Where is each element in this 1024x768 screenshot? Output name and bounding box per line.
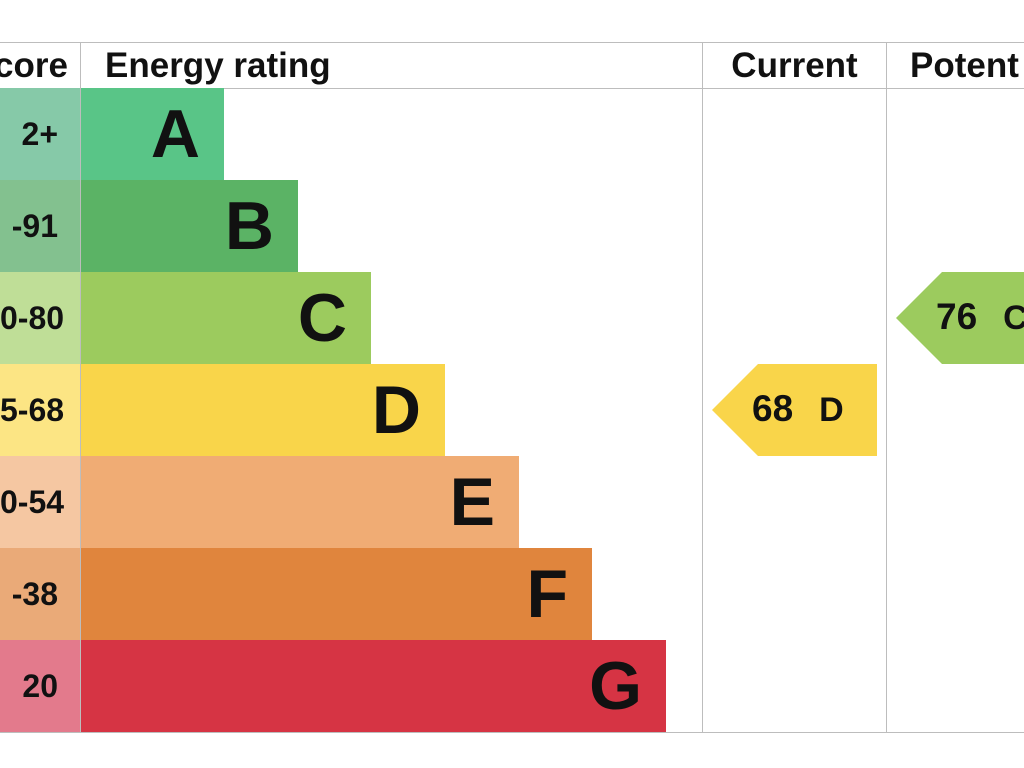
score-column-divider — [80, 42, 81, 733]
band-letter-f: F — [526, 556, 568, 632]
score-label: 2+ — [21, 116, 58, 152]
band-letter-g: G — [589, 648, 642, 724]
header-energy-rating: Energy rating — [105, 46, 331, 85]
header-current: Current — [731, 46, 858, 85]
score-label: 0-54 — [0, 484, 65, 520]
header-potential: Potent — [910, 46, 1019, 85]
potential-rating-value: 76 — [936, 296, 978, 337]
score-cell-c: 0-80 — [0, 272, 80, 364]
band-letter-d: D — [371, 372, 421, 448]
band-letter-c: C — [297, 280, 347, 356]
band-d: D — [81, 364, 445, 456]
band-a: A — [81, 88, 224, 180]
band-letter-b: B — [224, 188, 274, 264]
header-bottom-border — [0, 88, 1024, 89]
score-cell-a: 2+ — [0, 88, 80, 180]
band-g: G — [81, 640, 666, 732]
table-bottom-border — [0, 732, 1024, 733]
score-cell-g: 20 — [0, 640, 80, 732]
current-rating-label: 68 D — [752, 364, 844, 456]
current-rating-letter: D — [819, 391, 844, 429]
band-f: F — [81, 548, 592, 640]
band-c: C — [81, 272, 371, 364]
table-top-border — [0, 42, 1024, 43]
potential-rating-arrow: 76 C — [896, 272, 1024, 364]
potential-rating-letter: C — [1003, 299, 1024, 337]
band-letter-e: E — [449, 464, 495, 540]
potential-rating-label: 76 C — [936, 272, 1024, 364]
current-rating-arrow: 68 D — [712, 364, 877, 456]
current-rating-value: 68 — [752, 388, 794, 429]
score-label: 0-80 — [0, 300, 65, 336]
band-e: E — [81, 456, 519, 548]
score-cell-b: -91 — [0, 180, 80, 272]
score-cell-d: 5-68 — [0, 364, 80, 456]
score-label: 20 — [22, 668, 58, 704]
score-cell-f: -38 — [0, 548, 80, 640]
score-label: 5-68 — [0, 392, 65, 428]
score-cell-e: 0-54 — [0, 456, 80, 548]
score-label: -91 — [11, 208, 58, 244]
band-letter-a: A — [150, 96, 200, 172]
score-label: -38 — [11, 576, 58, 612]
band-b: B — [81, 180, 298, 272]
header-score: core — [0, 46, 68, 85]
potential-column-divider — [886, 42, 887, 733]
current-column-divider — [702, 42, 703, 733]
